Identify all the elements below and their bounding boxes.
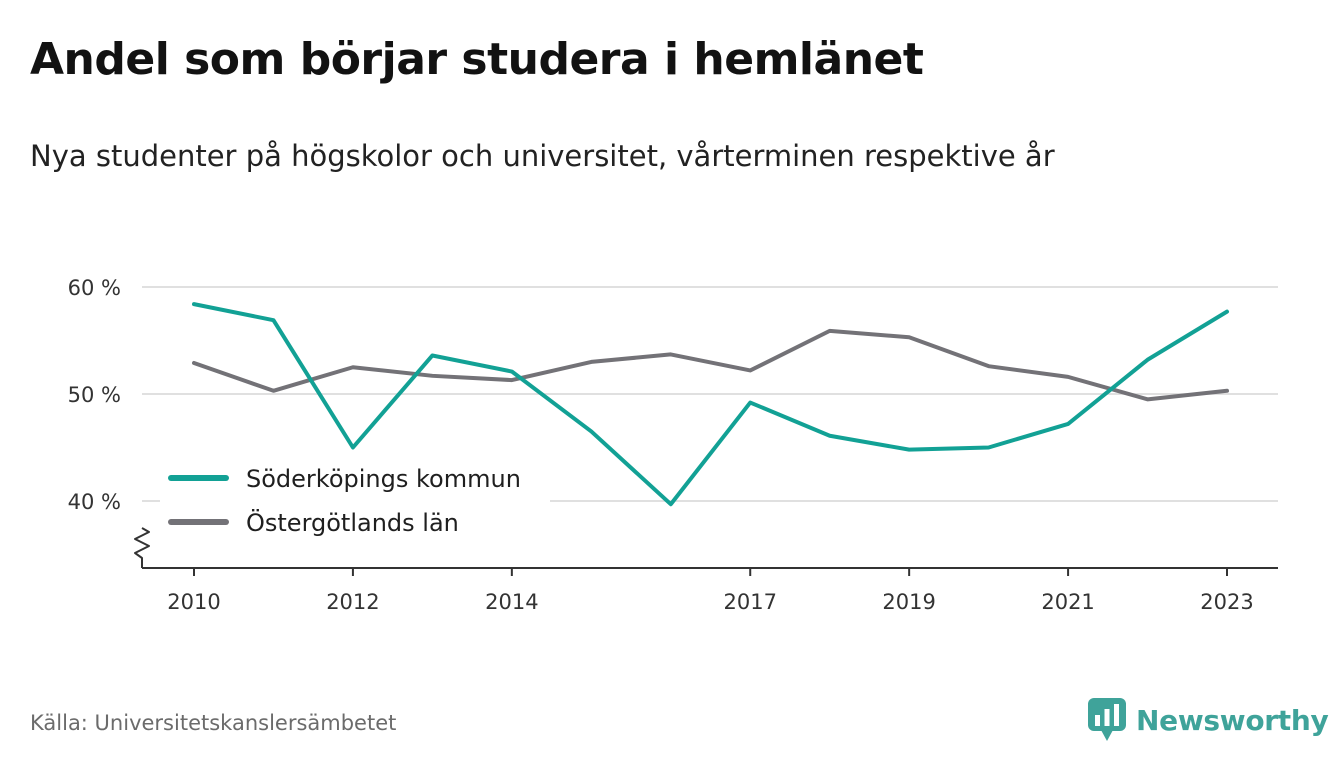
brand-logo: Newsworthy bbox=[1087, 697, 1329, 743]
series-line-1 bbox=[192, 302, 1229, 507]
legend-label-2: Östergötlands län bbox=[246, 508, 459, 537]
x-tick-label: 2019 bbox=[882, 590, 935, 614]
brand-name: Newsworthy bbox=[1136, 703, 1329, 737]
newsworthy-logo-icon bbox=[1088, 698, 1126, 741]
legend-background bbox=[160, 456, 550, 548]
x-tick-label: 2012 bbox=[326, 590, 379, 614]
chart-subtitle: Nya studenter på högskolor och universit… bbox=[30, 139, 1055, 173]
x-tick-label: 2017 bbox=[724, 590, 777, 614]
x-tick-label: 2010 bbox=[167, 590, 220, 614]
x-tick-label: 2014 bbox=[485, 590, 538, 614]
series-line-2 bbox=[192, 328, 1229, 402]
y-tick-label: 60 % bbox=[68, 276, 121, 300]
chart-title: Andel som börjar studera i hemlänet bbox=[30, 34, 924, 85]
source-note: Källa: Universitetskanslersämbetet bbox=[30, 711, 397, 735]
y-tick-label: 40 % bbox=[68, 490, 121, 514]
y-axis-break-icon bbox=[134, 527, 150, 568]
x-tick-label: 2021 bbox=[1041, 590, 1094, 614]
x-tick-label: 2023 bbox=[1200, 590, 1253, 614]
legend-label-1: Söderköpings kommun bbox=[246, 465, 521, 493]
y-tick-label: 50 % bbox=[68, 383, 121, 407]
